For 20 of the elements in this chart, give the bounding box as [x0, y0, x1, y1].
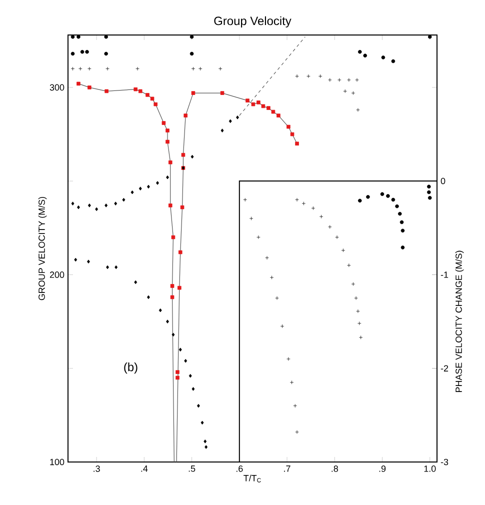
x-axis-title: T/T$_{C}$ [244, 474, 261, 482]
y2-axis-title: PHASE VELOCITY CHANGE (M/S) [455, 250, 464, 392]
y-tick-label: 300 [50, 84, 64, 91]
y2-tick-label: -3 [440, 458, 448, 466]
x-tick-label: .6 [236, 466, 243, 472]
annotation: (b) [124, 362, 138, 374]
x-tick-label: .7 [284, 466, 290, 472]
y2-tick-label: -1 [440, 272, 448, 278]
x-tick-label: 1.0 [424, 466, 436, 472]
x-tick-label: .4 [141, 466, 148, 472]
x-tick-label: .3 [94, 466, 100, 472]
y-tick-label: 100 [50, 458, 64, 466]
x-tick-label: .8 [332, 466, 338, 472]
y-axis-title: GROUP VELOCITY (M/S) [38, 196, 47, 300]
chart-title: Group Velocity [214, 16, 292, 28]
y2-tick-label: -2 [440, 365, 448, 372]
y-tick-label: 200 [50, 272, 64, 278]
x-tick-label: .5 [188, 466, 196, 472]
x-tick-label: .9 [379, 466, 386, 472]
y2-tick-label: 0 [440, 178, 446, 184]
